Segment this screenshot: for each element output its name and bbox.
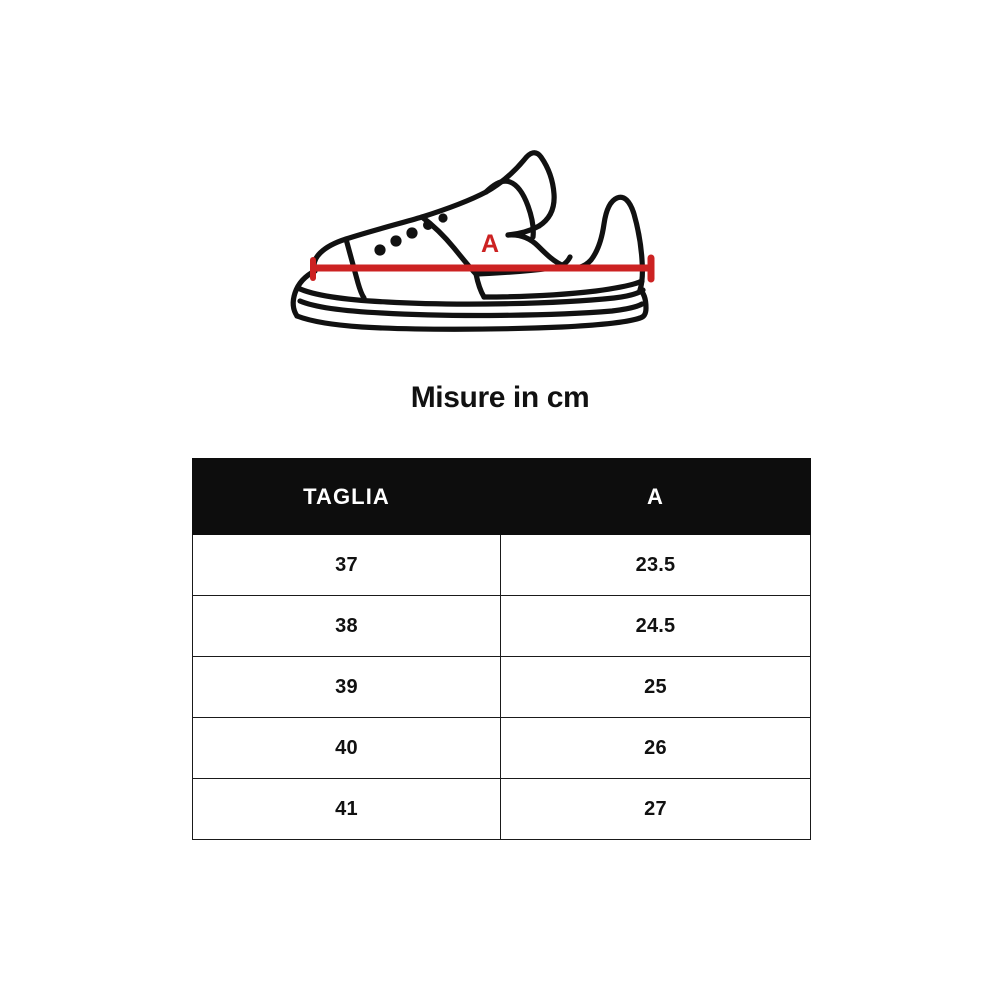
quarter-front-edge (473, 271, 487, 300)
midsole-line-lower (297, 298, 645, 319)
sneaker-illustration (262, 138, 692, 338)
cell-a: 27 (500, 778, 811, 840)
cell-a: 26 (500, 717, 811, 779)
table-row: 41 27 (192, 778, 811, 840)
measurement-label-a: A (480, 230, 500, 258)
heel-collar-outline (505, 194, 645, 293)
size-table-body: 37 23.5 38 24.5 39 25 40 26 41 27 (192, 534, 811, 840)
tongue-inner-fold (483, 178, 536, 240)
cell-size: 40 (192, 717, 501, 779)
eyelet-dot (390, 235, 402, 247)
cell-size: 38 (192, 595, 501, 657)
eyelet-dot (374, 244, 386, 256)
toe-cap-seam (343, 236, 367, 301)
cell-size: 39 (192, 656, 501, 718)
table-row: 38 24.5 (192, 595, 811, 657)
lace-eyelets (374, 213, 448, 256)
table-row: 37 23.5 (192, 534, 811, 596)
cell-size: 37 (192, 534, 501, 596)
sneaker-outline-svg (290, 150, 655, 332)
size-table-header: TAGLIA A (192, 458, 811, 535)
midsole-line-top (481, 278, 645, 300)
table-row: 39 25 (192, 656, 811, 718)
table-row: 40 26 (192, 717, 811, 779)
eyelet-dot (406, 227, 418, 239)
size-table: TAGLIA A 37 23.5 38 24.5 39 25 40 (192, 458, 811, 840)
eyelet-dot (438, 213, 448, 223)
toe-cap-top-line (311, 214, 425, 274)
cell-a: 25 (500, 656, 811, 718)
column-header-taglia: TAGLIA (192, 458, 501, 535)
toe-bumper-curve (290, 268, 318, 319)
page-title: Misure in cm (410, 381, 590, 414)
outsole-bottom-edge (294, 313, 643, 332)
size-table-container: TAGLIA A 37 23.5 38 24.5 39 25 40 (192, 458, 811, 840)
column-header-a: A (500, 458, 811, 535)
eyelet-dot (423, 220, 433, 230)
heel-back-edge (637, 287, 649, 321)
tongue-outline (419, 150, 557, 229)
cell-a: 24.5 (500, 595, 811, 657)
cell-size: 41 (192, 778, 501, 840)
cell-a: 23.5 (500, 534, 811, 596)
measurement-line-a (310, 254, 655, 283)
midsole-line-upper (295, 285, 646, 307)
table-header-row: TAGLIA A (192, 458, 811, 535)
